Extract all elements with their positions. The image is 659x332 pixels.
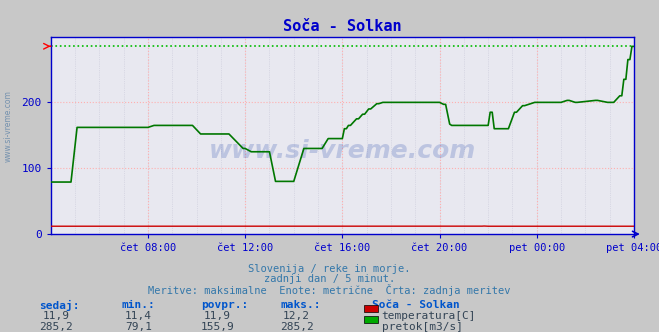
- Text: min.:: min.:: [122, 300, 156, 310]
- Text: 285,2: 285,2: [39, 322, 73, 332]
- Text: www.si-vreme.com: www.si-vreme.com: [4, 90, 13, 162]
- Text: pretok[m3/s]: pretok[m3/s]: [382, 322, 463, 332]
- Text: 155,9: 155,9: [200, 322, 235, 332]
- Text: temperatura[C]: temperatura[C]: [382, 311, 476, 321]
- Text: Soča - Solkan: Soča - Solkan: [372, 300, 460, 310]
- Title: Soča - Solkan: Soča - Solkan: [283, 19, 402, 34]
- Text: 285,2: 285,2: [279, 322, 314, 332]
- Text: 11,9: 11,9: [43, 311, 69, 321]
- Text: 79,1: 79,1: [125, 322, 152, 332]
- Text: maks.:: maks.:: [280, 300, 320, 310]
- Text: 11,9: 11,9: [204, 311, 231, 321]
- Text: Meritve: maksimalne  Enote: metrične  Črta: zadnja meritev: Meritve: maksimalne Enote: metrične Črta…: [148, 284, 511, 296]
- Text: sedaj:: sedaj:: [40, 300, 80, 311]
- Text: povpr.:: povpr.:: [201, 300, 248, 310]
- Text: www.si-vreme.com: www.si-vreme.com: [209, 139, 476, 163]
- Text: 12,2: 12,2: [283, 311, 310, 321]
- Text: Slovenija / reke in morje.: Slovenija / reke in morje.: [248, 264, 411, 274]
- Text: 11,4: 11,4: [125, 311, 152, 321]
- Text: zadnji dan / 5 minut.: zadnji dan / 5 minut.: [264, 274, 395, 284]
